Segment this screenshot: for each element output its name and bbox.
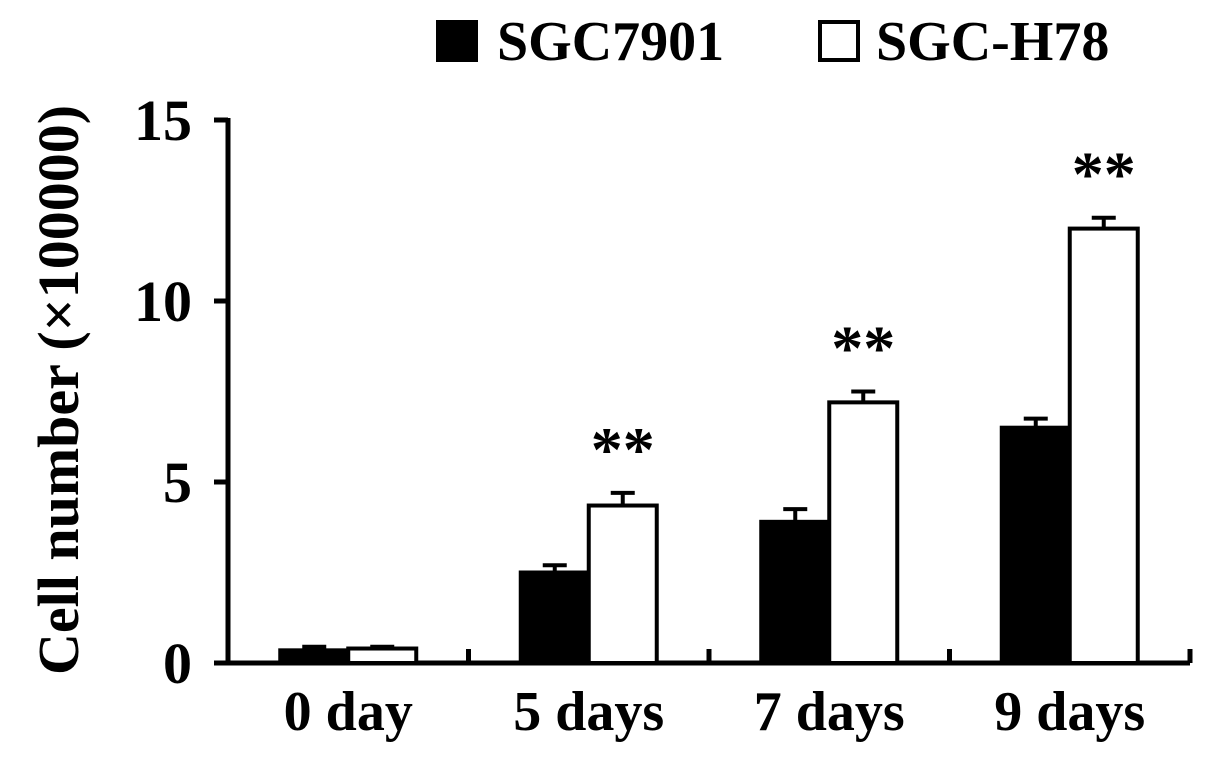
labels: 0 5 10 15 0 day 5 days 7 days 9 days ** ** ** [134,88,1145,743]
y-axis-label: Cell number (×100000) [26,105,91,675]
bar-sgc-h78 [346,646,419,666]
legend-label: SGC7901 [497,11,724,73]
legend-swatch-sgc7901 [436,20,478,62]
bar-sgc7901 [278,648,351,666]
significance-marker: ** [831,313,895,384]
legend-swatch-sgc-h78 [818,20,860,62]
y-tick-label: 5 [163,450,192,515]
bar-sgc-h78 [586,503,659,665]
significance-marker: ** [591,414,655,485]
significance-marker: ** [1072,139,1136,210]
legend-label: SGC-H78 [876,11,1109,73]
x-tick-label: 9 days [994,681,1145,743]
x-tick-label: 5 days [513,681,664,743]
x-tick-label: 0 day [284,681,413,743]
bar-sgc-h78 [827,400,900,665]
y-tick-label: 15 [134,88,192,153]
bar-sgc7901 [999,425,1072,666]
y-tick-label: 0 [163,631,192,696]
bar-sgc-h78 [1067,226,1140,665]
bars [278,215,1140,666]
bar-sgc7901 [518,570,591,665]
y-tick-label: 10 [134,269,192,334]
legend: SGC7901 SGC-H78 [436,11,1109,73]
bar-sgc7901 [759,519,832,665]
x-tick-label: 7 days [754,681,905,743]
